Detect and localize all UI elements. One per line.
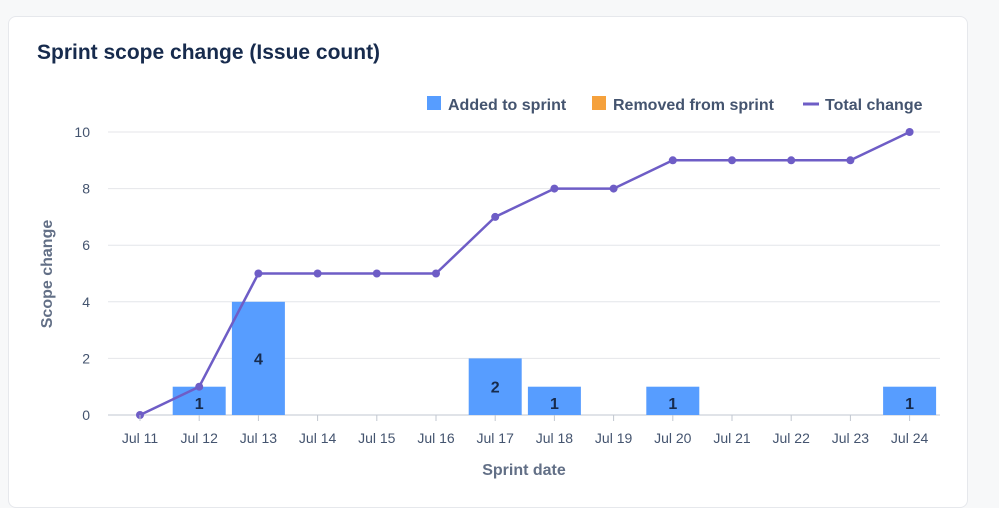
point-total-change-jul-24[interactable] xyxy=(905,128,914,136)
x-tick-label: Jul 12 xyxy=(181,430,219,446)
point-total-change-jul-23[interactable] xyxy=(846,156,855,165)
x-tick-label: Jul 15 xyxy=(358,430,396,446)
legend: Added to sprint Removed from sprint Total … xyxy=(427,96,923,114)
x-tick-label: Jul 22 xyxy=(773,430,811,446)
bars xyxy=(172,301,937,415)
point-total-change-jul-13[interactable] xyxy=(254,269,263,278)
legend-swatch-added xyxy=(427,96,441,110)
point-total-change-jul-15[interactable] xyxy=(372,269,381,278)
bar-added-to-sprint-jul-24[interactable] xyxy=(883,386,937,415)
chart-title: Sprint scope change (Issue count) xyxy=(37,41,381,64)
y-tick-label: 10 xyxy=(74,124,90,140)
point-total-change-jul-22[interactable] xyxy=(787,156,796,165)
point-total-change-jul-19[interactable] xyxy=(609,184,618,193)
total-change-line xyxy=(136,128,914,419)
x-tick-label: Jul 24 xyxy=(891,430,929,446)
bar-added-to-sprint-jul-18[interactable] xyxy=(527,386,581,415)
legend-label-total: Total change xyxy=(825,97,923,114)
bar-value-label: 4 xyxy=(254,351,263,368)
x-tick-label: Jul 20 xyxy=(654,430,692,446)
legend-swatch-removed xyxy=(592,96,606,110)
bar-added-to-sprint-jul-20[interactable] xyxy=(646,386,700,415)
point-total-change-jul-20[interactable] xyxy=(668,156,677,165)
x-tick-label: Jul 21 xyxy=(713,430,751,446)
bar-added-to-sprint-jul-12[interactable] xyxy=(172,386,226,415)
bar-added-to-sprint-jul-13[interactable] xyxy=(231,301,285,415)
x-tick-label: Jul 17 xyxy=(477,430,515,446)
x-tick-label: Jul 23 xyxy=(832,430,870,446)
point-total-change-jul-12[interactable] xyxy=(195,382,204,391)
x-tick-label: Jul 19 xyxy=(595,430,633,446)
point-total-change-jul-21[interactable] xyxy=(728,156,736,165)
y-tick-label: 8 xyxy=(82,181,90,197)
bar-value-label: 1 xyxy=(905,396,914,413)
x-axis-title: Sprint date xyxy=(482,462,566,479)
bar-added-to-sprint-jul-17[interactable] xyxy=(468,358,522,415)
bar-value-label: 1 xyxy=(550,396,559,413)
axes: 0 2 4 6 8 10 Jul 11 Jul 12 Jul 13 Jul 14 Jul 15 Jul… xyxy=(39,124,928,479)
bar-value-label: 1 xyxy=(668,396,677,413)
bar-value-label: 2 xyxy=(491,380,500,397)
x-tick-label: Jul 14 xyxy=(299,430,337,446)
point-total-change-jul-16[interactable] xyxy=(432,269,440,278)
point-total-change-jul-17[interactable] xyxy=(491,212,500,221)
bar-value-label: 1 xyxy=(195,396,204,413)
x-tick-label: Jul 18 xyxy=(536,430,574,446)
bar-labels: 1 4 2 1 1 1 xyxy=(195,351,914,413)
x-tick-label: Jul 16 xyxy=(417,430,455,446)
x-tick-label: Jul 13 xyxy=(240,430,278,446)
y-tick-label: 0 xyxy=(82,407,90,423)
point-total-change-jul-18[interactable] xyxy=(550,184,559,193)
line-total-change xyxy=(139,130,911,417)
legend-label-added: Added to sprint xyxy=(448,97,567,114)
legend-label-removed: Removed from sprint xyxy=(613,97,775,114)
point-total-change-jul-14[interactable] xyxy=(313,269,322,278)
y-tick-label: 2 xyxy=(82,350,90,366)
chart-card: Sprint scope change (Issue count) xyxy=(8,16,968,508)
x-tick-label: Jul 11 xyxy=(122,430,159,446)
y-axis-title: Scope change xyxy=(39,220,56,329)
y-tick-label: 4 xyxy=(82,294,90,310)
y-tick-label: 6 xyxy=(82,237,90,253)
